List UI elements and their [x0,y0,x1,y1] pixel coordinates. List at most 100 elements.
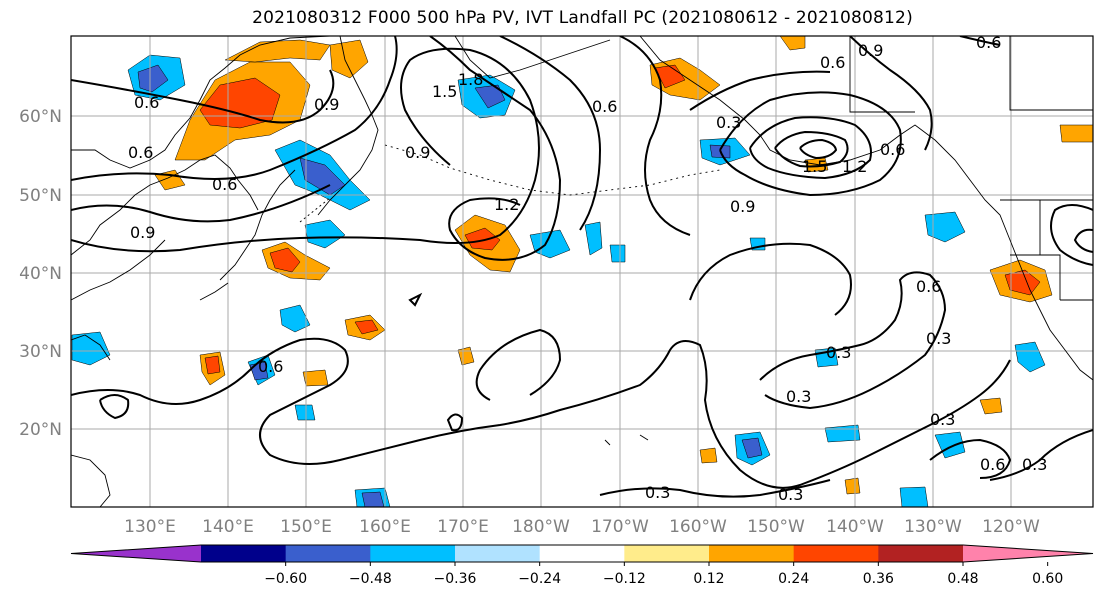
positive-anomaly-region [224,39,331,63]
contour-line [99,394,130,420]
colorbar-segment [709,545,795,562]
lon-label: 130°W [904,517,962,537]
colorbar-segment [878,545,964,562]
positive-anomaly-region [329,39,369,79]
contour-line [619,36,691,236]
contour-line [475,328,562,401]
contour-labels: 0.6 0.6 0.9 0.6 0.9 1.5 1.8 0.9 1.2 0.6 … [128,33,1047,504]
contour-line [759,271,947,410]
negative-anomaly-region [1059,124,1093,143]
asia-coastline [71,36,331,169]
lon-label: 170°E [437,517,489,537]
contour-label: 1.8 [458,70,483,89]
contour-label: 0.9 [730,197,755,216]
lat-label-30n: 30°N [19,342,62,362]
contour-line [446,413,464,432]
kuril-islands [299,197,331,223]
negative-anomaly-region [304,219,346,249]
contour-line [689,70,831,111]
colorbar-tick-label: 0.60 [1032,571,1063,587]
contour-label: 0.9 [405,143,430,162]
colorbar-tick-label: 0.12 [693,571,724,587]
negative-anomaly-region [299,157,346,196]
japan-coastline [219,169,296,281]
contour-label: 0.9 [858,41,883,60]
contour-line [429,36,562,261]
contour-line [408,292,423,307]
contour-label: 0.9 [314,95,339,114]
negative-anomaly-region [71,331,111,366]
map-title: 2021080312 F000 500 hPa PV, IVT Landfall… [252,8,913,28]
negative-anomaly-region [609,244,626,263]
negative-anomaly-region [924,211,966,243]
contour-line [71,47,540,253]
contour-label: 1.2 [494,195,519,214]
colorbar-tick-label: −0.12 [603,571,646,587]
contour-line [689,242,852,316]
lon-label: 160°W [669,517,727,537]
negative-anomaly-region [741,437,763,459]
negative-anomaly-region [474,84,506,109]
colorbar-tick-label: −0.24 [518,571,561,587]
contour-label: 0.6 [916,277,941,296]
north-america-borders [1009,36,1093,111]
negative-anomaly-region [279,304,311,333]
contour-label: 0.6 [880,140,905,159]
lat-label-40n: 40°N [19,264,62,284]
positive-anomaly-region [1004,269,1041,296]
hawaii-islands [604,434,649,446]
colorbar-extend-low [71,545,201,562]
contour-label: 0.3 [930,410,955,429]
contour-line [71,69,335,124]
asia-coastline [71,239,166,301]
negative-anomaly-region [899,486,929,507]
contour-line [774,130,849,168]
lon-label: 120°W [982,517,1040,537]
positive-anomaly-region [844,477,861,495]
contour-label: 0.6 [980,455,1005,474]
lon-label: 130°E [124,517,176,537]
japan-coastline [199,282,229,301]
colorbar-segment [539,545,625,562]
colorbar-extend-high [963,545,1093,562]
contour-label: 0.6 [258,357,283,376]
colorbar-tick-label: −0.48 [349,571,392,587]
contour-line [499,36,602,231]
lon-label: 140°E [202,517,254,537]
contour-line [71,36,398,181]
colorbar-segment [455,545,541,562]
positive-anomaly-region [979,397,1003,415]
colorbar-tick-label: 0.24 [778,571,809,587]
contour-line [799,138,838,160]
colorbar-tick-label: 0.36 [863,571,894,587]
contour-line [849,36,933,151]
contour-label: 0.6 [128,143,153,162]
contour-line [71,337,1011,489]
alaska-coastline [639,36,1093,381]
contour-label: 0.3 [778,485,803,504]
contour-line [959,36,1001,46]
negative-anomaly-region [361,491,385,507]
colorbar: −0.60 −0.48 −0.36 −0.24 −0.12 0.12 0.24 0.36 0.4… [70,544,1094,587]
contour-line [929,438,1012,479]
colorbar-tick-label: 0.48 [947,571,978,587]
contour-line [599,479,831,498]
contour-label: 1.5 [802,157,827,176]
positive-anomaly-region [699,447,718,464]
contour-lines [71,36,1093,498]
positive-anomaly-region [204,355,221,375]
contour-label: 0.3 [1022,455,1047,474]
contour-line [1073,228,1093,253]
graticule [71,36,1093,507]
colorbar-tick-label: −0.36 [434,571,477,587]
negative-anomaly-region [1014,341,1046,373]
lon-label: 150°E [280,517,332,537]
colorbar-segment [793,545,879,562]
contour-label: 0.6 [592,97,617,116]
latitude-labels: 60°N 50°N 40°N 30°N 20°N [19,107,62,440]
kamchatka-coastline [317,36,379,216]
contour-label: 0.9 [130,223,155,242]
contour-label: 0.6 [976,33,1001,52]
philippines-coastline [71,454,111,507]
positive-anomaly-region [302,369,329,387]
